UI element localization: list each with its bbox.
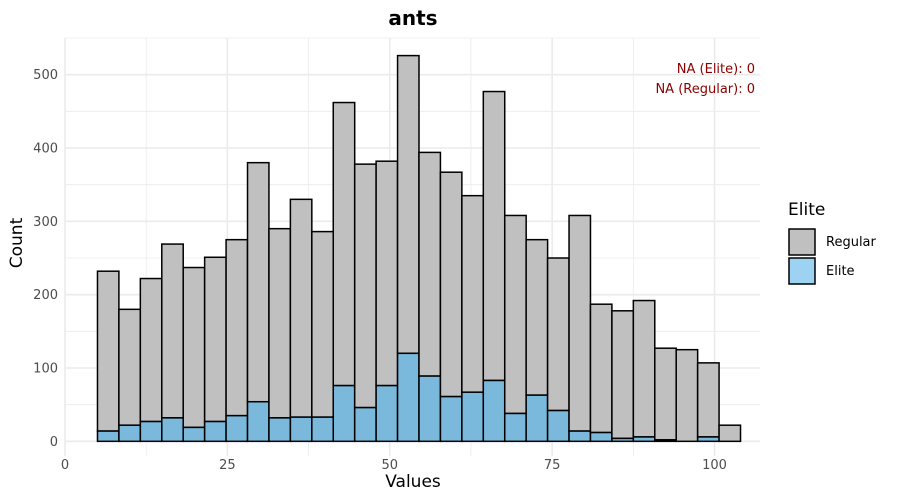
bar-regular xyxy=(718,424,742,443)
bar-regular xyxy=(375,160,399,387)
bar-regular xyxy=(654,347,677,441)
legend-title: Elite xyxy=(788,200,825,220)
bar-regular xyxy=(696,362,720,438)
x-tick-label: 50 xyxy=(381,458,398,473)
bar-elite xyxy=(439,395,463,443)
bar-regular xyxy=(568,214,592,432)
bar-regular xyxy=(268,227,292,419)
bar-elite xyxy=(118,424,142,443)
bar-elite xyxy=(311,416,335,443)
bar-regular xyxy=(675,348,699,443)
chart-title: ants xyxy=(388,6,437,30)
bar-regular xyxy=(311,230,335,418)
bar-regular xyxy=(182,266,206,429)
bar-elite xyxy=(589,431,613,443)
bar-elite xyxy=(482,379,506,443)
legend-label-regular: Regular xyxy=(826,235,877,250)
bar-regular xyxy=(246,161,270,403)
bar-regular xyxy=(161,243,184,419)
bar-elite xyxy=(503,412,527,443)
bar-regular xyxy=(418,151,442,377)
bar-elite xyxy=(461,391,485,443)
bar-elite xyxy=(161,417,184,443)
legend-key-regular xyxy=(788,228,816,256)
bar-regular xyxy=(396,54,420,355)
bar-regular xyxy=(118,308,142,426)
legend-key-elite xyxy=(788,257,816,285)
na-regular-annotation: NA (Regular): 0 xyxy=(655,82,755,97)
legend-label-elite: Elite xyxy=(826,264,855,279)
bar-elite xyxy=(332,384,356,443)
bar-regular xyxy=(461,194,485,393)
x-axis-ticks: 0 25 50 75 100 xyxy=(61,458,727,473)
y-tick-label: 300 xyxy=(33,215,58,230)
legend: Elite Regular Elite xyxy=(788,200,877,285)
bar-elite xyxy=(696,436,720,443)
bar-regular xyxy=(225,238,249,417)
x-tick-label: 0 xyxy=(61,458,69,473)
bar-elite xyxy=(632,436,656,443)
bar-elite xyxy=(396,352,420,443)
bar-regular xyxy=(503,214,527,415)
bar-elite xyxy=(353,406,377,443)
bar-regular xyxy=(139,277,163,423)
y-tick-label: 100 xyxy=(33,362,58,377)
bar-regular xyxy=(546,257,570,412)
bar-regular xyxy=(203,256,227,423)
bar-regular xyxy=(525,238,549,396)
bar-elite xyxy=(611,437,635,443)
y-tick-label: 500 xyxy=(33,68,58,83)
bar-regular xyxy=(589,303,613,434)
bar-elite xyxy=(568,430,592,443)
bar-elite xyxy=(225,414,249,443)
na-elite-annotation: NA (Elite): 0 xyxy=(677,62,755,77)
bar-elite xyxy=(418,375,442,443)
bar-elite xyxy=(546,409,570,443)
bar-regular xyxy=(632,299,656,438)
bar-elite xyxy=(203,420,227,443)
bar-elite xyxy=(246,400,270,443)
y-axis-ticks: 0 100 200 300 400 500 xyxy=(33,68,58,450)
x-tick-label: 100 xyxy=(702,458,727,473)
bar-elite xyxy=(525,394,549,443)
bars xyxy=(96,54,742,443)
y-tick-label: 400 xyxy=(33,142,58,157)
bar-regular xyxy=(482,90,506,382)
x-tick-label: 75 xyxy=(544,458,561,473)
bar-elite xyxy=(375,384,399,443)
bar-regular xyxy=(611,310,635,440)
x-tick-label: 25 xyxy=(219,458,236,473)
bar-regular xyxy=(332,101,356,387)
y-axis-title: Count xyxy=(7,217,27,268)
bar-regular xyxy=(353,163,377,409)
y-tick-label: 200 xyxy=(33,288,58,303)
bar-regular xyxy=(289,198,313,418)
bar-elite xyxy=(182,426,206,443)
bar-elite xyxy=(139,420,163,443)
bar-regular xyxy=(96,270,120,432)
bar-elite xyxy=(96,430,120,443)
y-tick-label: 0 xyxy=(50,435,58,450)
bar-elite xyxy=(268,417,292,443)
x-axis-title: Values xyxy=(385,472,441,492)
bar-regular xyxy=(439,171,463,398)
bar-elite xyxy=(289,416,313,443)
bar-elite xyxy=(654,439,677,443)
